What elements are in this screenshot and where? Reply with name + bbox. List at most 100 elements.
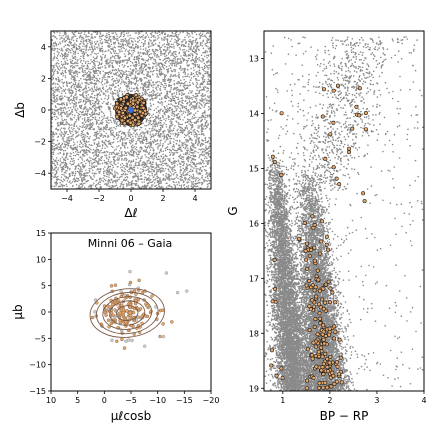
field-star (59, 133, 61, 135)
field-star (82, 149, 84, 151)
field-star (81, 114, 83, 116)
field-star (96, 145, 99, 148)
field-star (61, 64, 64, 67)
field-star (157, 148, 159, 150)
field-star (170, 103, 173, 105)
field-star (196, 119, 199, 121)
field-star (63, 134, 66, 136)
field-star (209, 61, 211, 64)
field-star (51, 87, 53, 90)
field-star (122, 73, 125, 75)
field-star (76, 111, 78, 114)
field-star (135, 146, 138, 148)
field-star (99, 183, 101, 186)
field-star (164, 95, 166, 98)
field-star (118, 149, 121, 152)
field-star (118, 36, 120, 39)
field-star (59, 152, 62, 154)
field-star (142, 87, 145, 89)
field-star (74, 85, 76, 88)
field-star (144, 124, 146, 127)
field-star (99, 186, 101, 189)
field-star (61, 50, 64, 52)
field-star (93, 70, 96, 72)
field-star (172, 148, 174, 150)
field-star (155, 143, 157, 146)
field-star (140, 94, 143, 97)
field-star (131, 53, 133, 56)
field-star (65, 154, 68, 157)
field-star (135, 70, 137, 72)
field-star (184, 111, 187, 114)
field-star (59, 79, 61, 81)
field-star (144, 176, 146, 178)
field-star (94, 58, 96, 60)
field-star (158, 121, 160, 124)
field-star (188, 85, 190, 87)
field-star (141, 62, 143, 65)
field-star (145, 53, 147, 56)
field-star (112, 77, 114, 80)
field-star (135, 143, 138, 145)
field-star (131, 55, 133, 57)
field-star (145, 119, 148, 121)
field-star (97, 107, 100, 109)
field-star (101, 155, 103, 158)
field-star (66, 43, 69, 46)
field-star (59, 32, 61, 34)
field-star (168, 59, 171, 62)
field-star (70, 139, 72, 141)
field-star (175, 53, 177, 56)
field-star (57, 167, 60, 169)
field-star (55, 178, 58, 181)
field-star (147, 43, 150, 45)
field-star (68, 123, 70, 126)
field-star (59, 42, 62, 45)
field-star (74, 51, 77, 54)
field-star (194, 180, 197, 182)
field-star (55, 128, 57, 130)
field-star (53, 185, 56, 188)
field-star (169, 97, 172, 100)
field-star (185, 124, 188, 127)
field-star (80, 134, 82, 137)
field-star (78, 133, 80, 136)
field-star (129, 139, 131, 142)
field-star (175, 89, 178, 91)
field-star (174, 73, 176, 76)
field-star (147, 166, 149, 168)
field-star (67, 51, 70, 53)
field-star (169, 125, 172, 127)
field-star (135, 43, 138, 46)
field-star (158, 80, 160, 83)
field-star (81, 48, 83, 51)
field-star (77, 113, 80, 115)
field-star (196, 137, 198, 139)
field-star (201, 60, 203, 63)
field-star (158, 94, 160, 97)
field-star (184, 178, 187, 181)
field-star (92, 104, 95, 106)
field-star (109, 181, 112, 184)
field-star (128, 41, 130, 44)
field-star (54, 164, 57, 167)
field-star (82, 135, 85, 138)
field-star (149, 149, 152, 151)
field-star (170, 34, 173, 37)
field-star (126, 59, 128, 61)
field-star (62, 136, 64, 138)
field-star (192, 146, 194, 148)
field-star (91, 90, 93, 93)
field-star (124, 139, 126, 141)
field-star (201, 123, 204, 126)
field-star (185, 134, 187, 137)
field-star (98, 35, 101, 37)
field-star (203, 89, 206, 91)
field-star (186, 127, 189, 130)
field-star (99, 72, 101, 74)
field-star (160, 62, 163, 65)
field-star (202, 77, 204, 80)
field-star (114, 57, 116, 60)
field-star (75, 183, 78, 186)
field-star (92, 96, 94, 99)
